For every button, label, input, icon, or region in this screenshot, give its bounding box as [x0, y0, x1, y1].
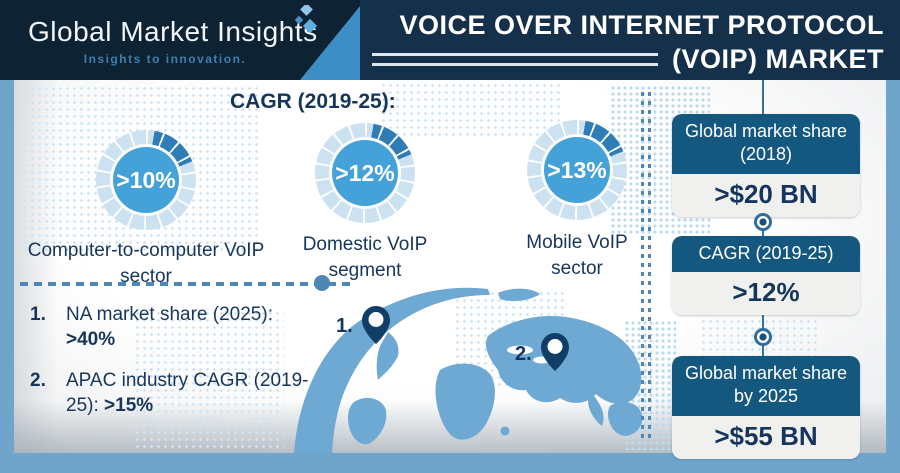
stat-card-market-share-2025: Global market share by 2025 >$55 BN — [672, 356, 860, 459]
pin-label-1: 1. — [336, 315, 353, 337]
stat-card-header: CAGR (2019-25) — [672, 236, 860, 273]
brand-logo: Global Market Insights — [28, 16, 318, 47]
stat-card-market-share-2018: Global market share (2018) >$20 BN — [672, 114, 860, 217]
vertical-dotted-separator — [641, 92, 651, 440]
brand-tagline: Insights to innovation. — [83, 52, 247, 66]
stat-card-value: >$20 BN — [672, 173, 860, 217]
cagr-heading: CAGR (2019-25): — [230, 90, 396, 113]
gauge-domestic-voip: >12% — [315, 123, 415, 223]
content-panel: CAGR (2019-25): >10% Computer-to-compute… — [14, 80, 886, 459]
connector-node-icon — [754, 213, 772, 231]
dot-pattern — [380, 82, 560, 140]
map-pin-north-america — [362, 306, 390, 344]
world-globe-map — [294, 287, 643, 453]
title-double-rule — [372, 53, 658, 66]
list-item-apac-cagr: 2. APAC industry CAGR (2019-25): >15% — [30, 368, 311, 418]
header-accent-triangle — [300, 0, 365, 80]
separator-dot — [314, 275, 330, 291]
stat-card-cagr: CAGR (2019-25) >12% — [672, 236, 860, 316]
gauge-label-mobile-voip: Mobile VoIP sector — [526, 232, 628, 279]
gauge-computer-to-computer: >10% — [96, 130, 196, 230]
map-pin-apac — [541, 333, 569, 371]
header-bar: Global Market Insights Insights to innov… — [0, 0, 900, 80]
gauge-label-domestic-voip: Domestic VoIP segment — [302, 234, 428, 281]
gauge-value: >12% — [332, 140, 398, 206]
stat-card-header: Global market share (2018) — [672, 114, 860, 174]
list-value: >15% — [104, 395, 154, 417]
page-title-line2: (VOIP) MARKET — [672, 44, 884, 74]
stat-card-value: >$55 BN — [672, 415, 860, 459]
page-title-line1: VOICE OVER INTERNET PROTOCOL — [399, 10, 884, 40]
stat-card-value: >12% — [672, 272, 860, 316]
list-text: NA market share (2025): >40% — [66, 304, 273, 351]
list-number: 1. — [30, 304, 46, 325]
gauge-label-computer-to-computer: Computer-to-computer VoIP sector — [27, 240, 265, 287]
gauge-value: >10% — [113, 147, 179, 213]
list-text: APAC industry CAGR (2019-25): >15% — [66, 370, 309, 417]
pin-label-2: 2. — [515, 343, 532, 365]
gauge-value: >13% — [544, 137, 610, 203]
list-number: 2. — [30, 370, 46, 391]
stat-card-header: Global market share by 2025 — [672, 356, 860, 416]
horizontal-dashed-separator — [20, 282, 356, 286]
gauge-mobile-voip: >13% — [527, 120, 627, 220]
dot-pattern — [134, 310, 284, 450]
list-value: >40% — [66, 329, 116, 351]
title-area: VOICE OVER INTERNET PROTOCOL (VOIP) MARK… — [360, 0, 900, 80]
list-item-na-market-share: 1. NA market share (2025): >40% — [30, 302, 311, 352]
connector-node-icon — [754, 328, 772, 346]
